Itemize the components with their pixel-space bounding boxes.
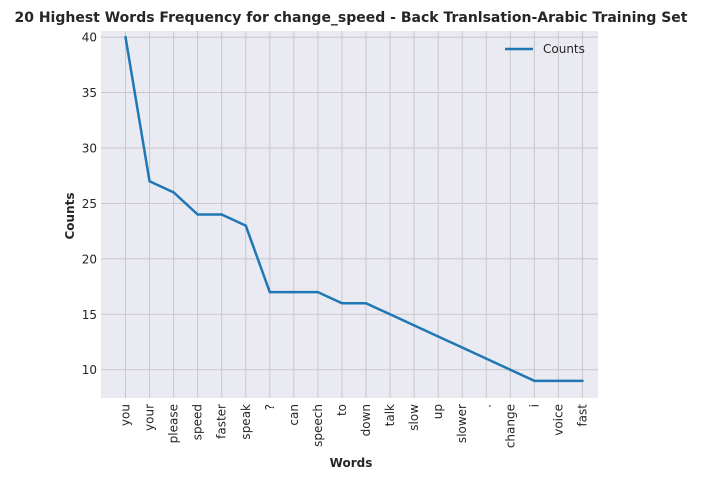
data-point	[412, 324, 416, 327]
data-point	[340, 302, 344, 305]
x-tick-label: your	[143, 404, 157, 431]
x-tick-label: speak	[239, 404, 253, 440]
plot-area	[101, 31, 598, 398]
chart-title: 20 Highest Words Frequency for change_sp…	[14, 10, 687, 26]
y-tick-label: 10	[82, 363, 97, 377]
y-axis-label: Counts	[63, 192, 77, 239]
data-point	[581, 379, 584, 383]
data-point	[509, 368, 512, 371]
data-point	[485, 357, 488, 360]
series-layer	[124, 35, 584, 383]
x-tick-label: up	[431, 404, 445, 419]
data-point	[364, 302, 368, 305]
x-axis-label: Words	[330, 456, 373, 470]
x-tick-label: i	[527, 404, 541, 407]
y-tick-label: 25	[82, 197, 97, 211]
data-point	[124, 35, 127, 39]
grid	[101, 31, 598, 398]
y-tick-label: 35	[82, 86, 97, 100]
data-point	[461, 346, 464, 349]
data-point	[316, 290, 320, 294]
x-tick-label: .	[479, 404, 493, 408]
x-tick-label: please	[167, 404, 181, 443]
data-point	[148, 180, 151, 183]
x-tick-label: slow	[407, 404, 421, 431]
x-tick-label: down	[359, 404, 373, 436]
y-tick-label: 40	[82, 31, 97, 45]
y-tick-label: 20	[82, 252, 97, 266]
x-tick-label: can	[287, 404, 301, 426]
x-tick-label: faster	[215, 404, 229, 439]
data-point	[244, 224, 247, 227]
x-tick-label: slower	[455, 404, 469, 443]
x-tick-label: speech	[311, 404, 325, 447]
x-tick-label: talk	[383, 404, 397, 426]
legend: Counts	[505, 42, 585, 56]
x-tick-label: ?	[263, 404, 277, 410]
data-point	[268, 290, 271, 294]
data-point	[220, 213, 223, 216]
y-tick-label: 15	[82, 308, 97, 322]
data-point	[388, 313, 392, 316]
x-axis-ticks: you your please speed faster speak? can speech t…	[119, 404, 590, 448]
data-point	[557, 379, 560, 383]
data-point	[533, 379, 536, 383]
x-tick-label: to	[335, 404, 349, 416]
data-point	[292, 290, 296, 294]
series-line-counts	[124, 35, 584, 383]
legend-label-counts: Counts	[543, 42, 585, 56]
y-axis-ticks: 10 15 20 25 30 35 40	[82, 31, 97, 378]
x-tick-label: you	[119, 404, 133, 426]
x-tick-label: speed	[191, 404, 205, 440]
x-tick-label: change	[503, 404, 517, 448]
data-point	[172, 191, 175, 194]
x-tick-label: fast	[575, 404, 589, 427]
data-point	[196, 213, 199, 216]
y-tick-label: 30	[82, 141, 97, 155]
x-tick-label: voice	[551, 404, 565, 436]
data-point	[436, 335, 440, 338]
